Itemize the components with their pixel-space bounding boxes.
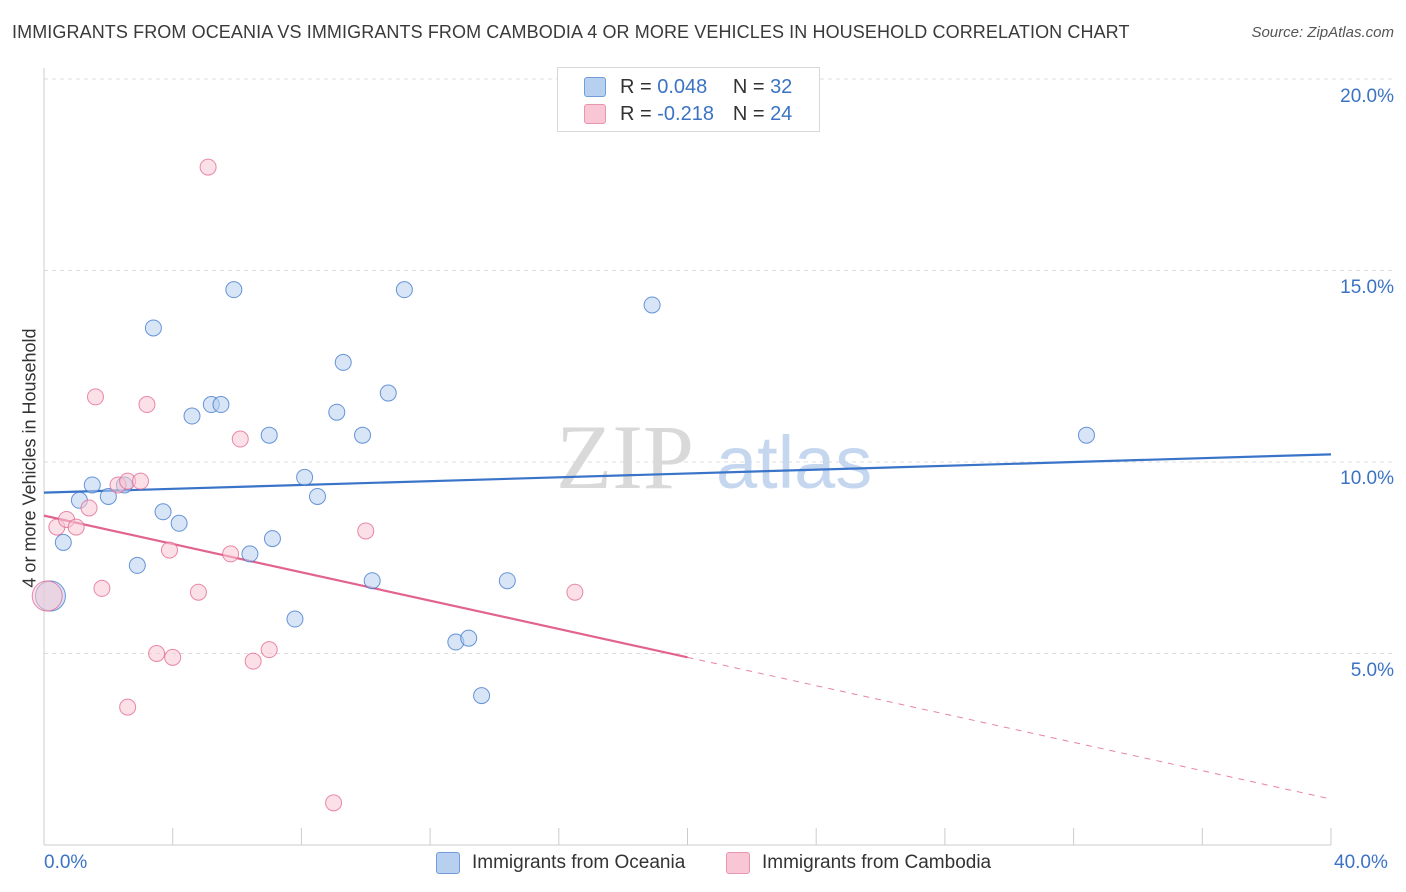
point-oceania <box>643 296 661 314</box>
point-cambodia <box>138 396 156 414</box>
watermark-atlas: atlas <box>716 421 872 504</box>
legend-r-value-oceania: 0.048 <box>657 75 708 98</box>
point-oceania <box>99 487 117 505</box>
bottom-legend-swatch-cambodia <box>726 852 750 874</box>
point-oceania <box>296 468 314 486</box>
point-oceania <box>183 407 201 425</box>
legend-swatch-cambodia <box>584 104 606 124</box>
y-tick-5: 5.0% <box>1350 660 1394 681</box>
x-tick-max: 40.0% <box>1334 852 1388 873</box>
point-oceania <box>54 533 72 551</box>
point-oceania <box>363 572 381 590</box>
watermark-zip: ZIP <box>556 406 694 508</box>
point-oceania <box>128 556 146 574</box>
x-tick-min: 0.0% <box>44 852 88 873</box>
source-label: Source: ZipAtlas.com <box>1251 24 1394 41</box>
bottom-legend-cambodia: Immigrants from Cambodia <box>726 852 991 874</box>
legend-n-value-cambodia: 24 <box>770 102 793 125</box>
point-oceania <box>144 319 162 337</box>
point-cambodia <box>148 645 166 662</box>
legend-row-cambodia: R = -0.218 N = 24 <box>584 102 792 126</box>
trend-line-cambodia-dashed <box>687 656 1332 800</box>
legend-r-value-cambodia: -0.218 <box>657 102 714 125</box>
point-oceania <box>225 281 243 299</box>
bottom-legend-swatch-oceania <box>436 852 460 874</box>
point-oceania <box>395 281 413 299</box>
point-oceania <box>498 572 516 590</box>
point-cambodia <box>164 648 182 666</box>
legend-n-label: N = <box>732 102 765 125</box>
data-points <box>31 158 1095 812</box>
point-oceania <box>354 426 372 444</box>
point-oceania <box>154 503 172 521</box>
point-cambodia <box>160 541 178 559</box>
point-cambodia <box>260 641 278 659</box>
point-oceania <box>170 514 188 532</box>
point-cambodia <box>86 388 104 406</box>
point-oceania <box>241 545 259 563</box>
y-tick-10: 10.0% <box>1340 468 1394 489</box>
point-oceania <box>328 403 346 421</box>
y-tick-20: 20.0% <box>1340 86 1394 107</box>
point-cambodia <box>132 472 150 490</box>
trend-line-oceania <box>43 453 1332 494</box>
chart-title: IMMIGRANTS FROM OCEANIA VS IMMIGRANTS FR… <box>12 22 1130 42</box>
legend-r-label: R = <box>620 102 652 125</box>
point-oceania <box>1077 426 1095 444</box>
bottom-legend-label-oceania: Immigrants from Oceania <box>472 852 686 873</box>
point-cambodia <box>231 430 249 448</box>
point-oceania <box>334 353 352 371</box>
point-oceania <box>212 396 230 414</box>
axes <box>43 68 1332 846</box>
bottom-legend-label-cambodia: Immigrants from Cambodia <box>762 852 992 873</box>
legend-n-label: N = <box>732 75 765 98</box>
point-cambodia <box>119 698 137 716</box>
trend-lines <box>43 453 1332 800</box>
y-axis-label: 4 or more Vehicles in Household <box>19 328 40 588</box>
correlation-legend: R = 0.048 N = 32 R = -0.218 N = 24 <box>557 67 820 132</box>
trend-line-cambodia <box>43 514 688 659</box>
point-oceania <box>260 426 278 444</box>
point-cambodia <box>325 794 343 812</box>
legend-row-oceania: R = 0.048 N = 32 <box>584 75 792 99</box>
point-oceania <box>308 487 326 505</box>
point-oceania <box>83 476 101 494</box>
point-oceania <box>460 629 478 647</box>
point-cambodia <box>189 583 207 601</box>
point-cambodia <box>357 522 375 540</box>
point-cambodia <box>566 583 584 601</box>
point-cambodia <box>80 499 98 517</box>
point-oceania <box>263 530 281 548</box>
point-cambodia <box>199 158 217 176</box>
point-cambodia <box>67 518 85 536</box>
point-oceania <box>286 610 304 628</box>
point-oceania <box>379 384 397 402</box>
point-cambodia <box>244 652 262 670</box>
point-cambodia <box>31 580 63 612</box>
point-oceania <box>473 687 491 705</box>
legend-swatch-oceania <box>584 77 606 97</box>
point-cambodia <box>222 545 240 563</box>
grid <box>44 78 1392 654</box>
point-cambodia <box>93 579 111 597</box>
legend-n-value-oceania: 32 <box>770 75 793 98</box>
bottom-legend-oceania: Immigrants from Oceania <box>436 852 685 874</box>
y-tick-15: 15.0% <box>1340 277 1394 298</box>
watermark: ZIP atlas <box>556 406 872 508</box>
legend-r-label: R = <box>620 75 652 98</box>
